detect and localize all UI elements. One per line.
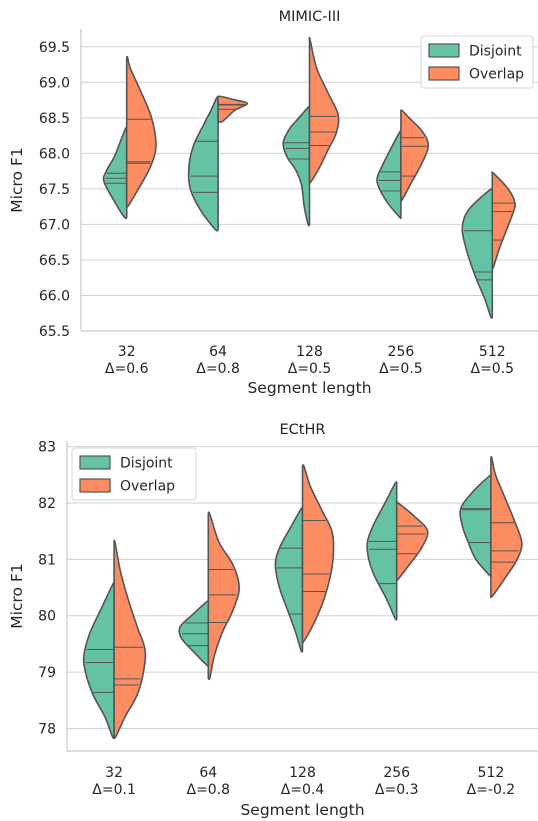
legend-top-left: Disjoint Overlap bbox=[71, 447, 197, 501]
x-tick-label: 64 bbox=[199, 765, 217, 781]
violin-overlap-32 bbox=[125, 55, 157, 208]
violin-disjoint-256 bbox=[376, 129, 402, 220]
legend-label: Disjoint bbox=[120, 456, 173, 472]
violin-disjoint-64 bbox=[187, 96, 219, 232]
x-tick-label: 128 bbox=[296, 344, 323, 360]
legend-label: Overlap bbox=[120, 479, 175, 495]
x-tick-label: 512 bbox=[478, 765, 505, 781]
violin-disjoint-128 bbox=[274, 506, 304, 653]
violin-overlap-64 bbox=[207, 511, 241, 681]
violin-overlap-32 bbox=[113, 539, 147, 740]
violin-disjoint-256 bbox=[366, 481, 398, 621]
x-axis-label: Segment length bbox=[240, 801, 364, 819]
legend-label: Overlap bbox=[469, 67, 524, 83]
y-tick-label: 79 bbox=[38, 665, 56, 681]
violin-disjoint-512 bbox=[461, 188, 494, 319]
y-tick-label: 65.5 bbox=[39, 324, 70, 340]
violin-overlap-256 bbox=[395, 501, 429, 581]
violin-overlap-128 bbox=[308, 36, 340, 184]
y-tick-label: 78 bbox=[38, 721, 56, 737]
legend-swatch bbox=[428, 66, 460, 81]
chart-title: MIMIC-III bbox=[279, 9, 341, 25]
y-tick-label: 81 bbox=[38, 552, 56, 568]
y-axis-label: Micro F1 bbox=[8, 563, 26, 628]
y-tick-label: 82 bbox=[38, 496, 56, 512]
legend-swatch bbox=[428, 43, 460, 58]
violin-overlap-512 bbox=[491, 171, 516, 270]
x-tick-sublabel: Δ=0.8 bbox=[187, 782, 231, 798]
y-tick-label: 67.0 bbox=[39, 217, 70, 233]
y-tick-label: 68.0 bbox=[39, 146, 70, 162]
y-tick-label: 67.5 bbox=[39, 182, 70, 198]
y-tick-label: 66.5 bbox=[39, 253, 70, 269]
violin-disjoint-32 bbox=[82, 582, 115, 740]
chart-panel-1: 65.566.066.567.067.568.068.569.069.532Δ=… bbox=[8, 9, 538, 397]
x-tick-label: 32 bbox=[105, 765, 123, 781]
x-tick-sublabel: Δ=0.4 bbox=[281, 782, 325, 798]
y-tick-label: 66.0 bbox=[39, 288, 70, 304]
violin-disjoint-128 bbox=[282, 105, 311, 227]
x-tick-label: 32 bbox=[118, 344, 136, 360]
y-tick-label: 68.5 bbox=[39, 111, 70, 127]
violin-overlap-512 bbox=[490, 455, 523, 599]
x-tick-sublabel: Δ=-0.2 bbox=[467, 782, 516, 798]
x-tick-sublabel: Δ=0.5 bbox=[379, 361, 423, 377]
x-tick-sublabel: Δ=0.5 bbox=[288, 361, 332, 377]
y-tick-label: 83 bbox=[38, 440, 56, 456]
y-axis-label: Micro F1 bbox=[8, 147, 26, 212]
y-tick-label: 80 bbox=[38, 609, 56, 625]
violin-overlap-128 bbox=[301, 464, 335, 644]
violin-disjoint-512 bbox=[459, 473, 492, 578]
violin-overlap-256 bbox=[400, 109, 430, 202]
x-tick-sublabel: Δ=0.5 bbox=[471, 361, 515, 377]
chart-title: ECtHR bbox=[280, 422, 326, 438]
legend-label: Disjoint bbox=[469, 44, 522, 60]
x-tick-label: 64 bbox=[209, 344, 227, 360]
x-tick-sublabel: Δ=0.6 bbox=[105, 361, 149, 377]
x-tick-sublabel: Δ=0.3 bbox=[375, 782, 419, 798]
x-axis-label: Segment length bbox=[247, 379, 371, 397]
x-tick-sublabel: Δ=0.1 bbox=[92, 782, 136, 798]
y-tick-label: 69.0 bbox=[39, 75, 70, 91]
x-tick-label: 128 bbox=[289, 765, 316, 781]
y-tick-label: 69.5 bbox=[39, 40, 70, 56]
x-tick-label: 512 bbox=[479, 344, 506, 360]
x-tick-sublabel: Δ=0.8 bbox=[196, 361, 240, 377]
legend-swatch bbox=[79, 455, 111, 470]
legend-top-right: Disjoint Overlap bbox=[420, 35, 534, 89]
legend-swatch bbox=[79, 478, 111, 493]
x-tick-label: 256 bbox=[388, 344, 415, 360]
x-tick-label: 256 bbox=[383, 765, 410, 781]
